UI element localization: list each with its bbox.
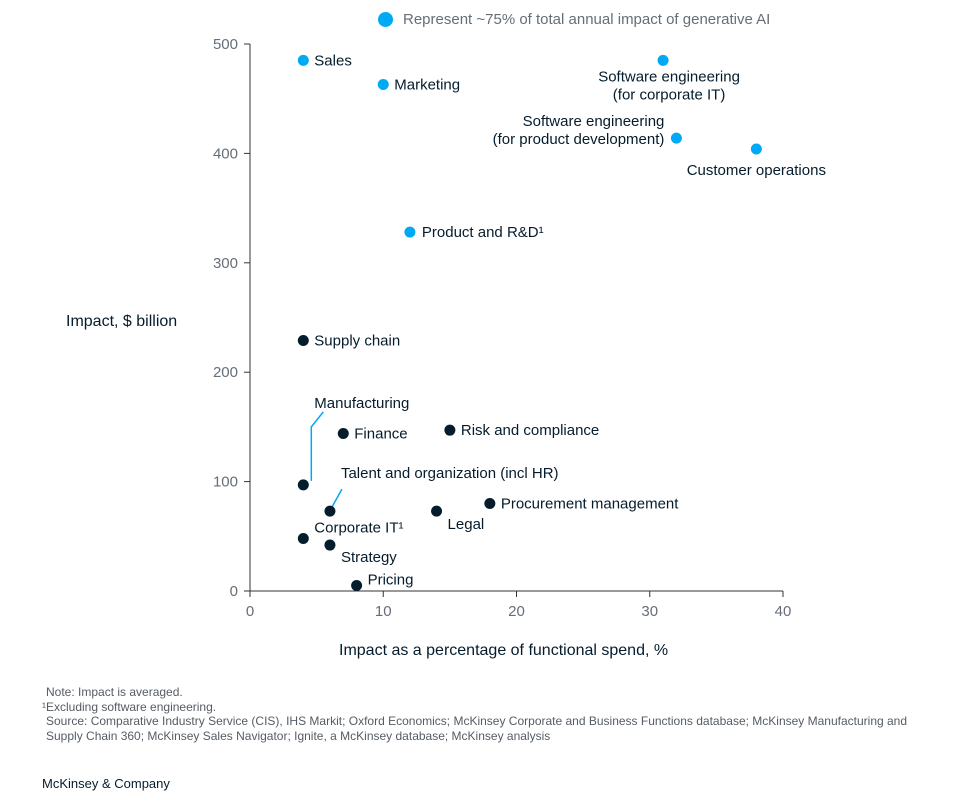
data-point <box>657 54 669 66</box>
y-tick-label: 500 <box>213 36 238 53</box>
data-label: Pricing <box>368 572 414 589</box>
data-label: Strategy <box>341 549 397 566</box>
y-tick-label: 200 <box>213 364 238 381</box>
data-point <box>404 226 416 238</box>
data-label: Legal <box>448 516 485 533</box>
data-label: Software engineering (for corporate IT) <box>598 68 740 103</box>
data-point <box>297 334 309 346</box>
x-axis-label: Impact as a percentage of functional spe… <box>339 642 669 659</box>
legend-label: Represent ~75% of total annual impact of… <box>403 11 771 28</box>
data-label: Procurement management <box>501 495 679 512</box>
legend-marker <box>378 12 393 27</box>
data-label: Sales <box>314 52 352 69</box>
leader-line <box>310 411 324 481</box>
x-tick-label: 30 <box>641 603 658 620</box>
data-point <box>297 479 309 491</box>
data-point <box>297 532 309 544</box>
y-tick-label: 0 <box>230 583 238 600</box>
chart-legend: Represent ~75% of total annual impact of… <box>378 11 770 28</box>
data-label: Finance <box>354 425 407 442</box>
data-label: Manufacturing <box>314 395 409 412</box>
data-point <box>484 497 496 509</box>
leader-line <box>331 488 343 508</box>
data-label: Software engineering (for product develop… <box>493 113 665 148</box>
data-point <box>337 427 349 439</box>
data-label: Risk and compliance <box>461 422 599 439</box>
y-axis-label: Impact, $ billion <box>66 313 178 330</box>
data-point <box>444 424 456 436</box>
data-point <box>670 132 682 144</box>
data-label: Customer operations <box>687 162 826 179</box>
data-label: Product and R&D¹ <box>422 224 544 241</box>
x-tick-label: 40 <box>775 603 792 620</box>
x-tick-label: 10 <box>375 603 392 620</box>
data-point <box>351 580 363 592</box>
footnote-text: ¹Excluding software engineering. <box>42 699 217 714</box>
data-point <box>750 143 762 155</box>
y-tick-label: 400 <box>213 145 238 162</box>
data-point <box>324 539 336 551</box>
x-tick-label: 20 <box>508 603 525 620</box>
y-tick-label: 100 <box>213 474 238 491</box>
source-text: Source: Comparative Industry Service (CI… <box>46 714 908 743</box>
data-point <box>324 505 336 517</box>
data-label: Marketing <box>394 76 460 93</box>
x-tick-label: 0 <box>246 603 254 620</box>
data-label: Talent and organization (incl HR) <box>341 465 559 482</box>
data-point <box>431 505 443 517</box>
scatter-chart: 0 100 200 300 400 500 0 10 20 30 40 Sales Marketing S… <box>213 36 826 620</box>
brand-name: McKinsey & Company <box>42 776 170 791</box>
note-text: Note: Impact is averaged. <box>46 685 183 699</box>
data-label: Supply chain <box>314 332 400 349</box>
y-tick-label: 300 <box>213 255 238 272</box>
data-point <box>377 78 389 90</box>
data-point <box>297 54 309 66</box>
chart-notes: Note: Impact is averaged. ¹Excluding sof… <box>42 685 926 743</box>
data-label: Corporate IT¹ <box>314 519 403 536</box>
